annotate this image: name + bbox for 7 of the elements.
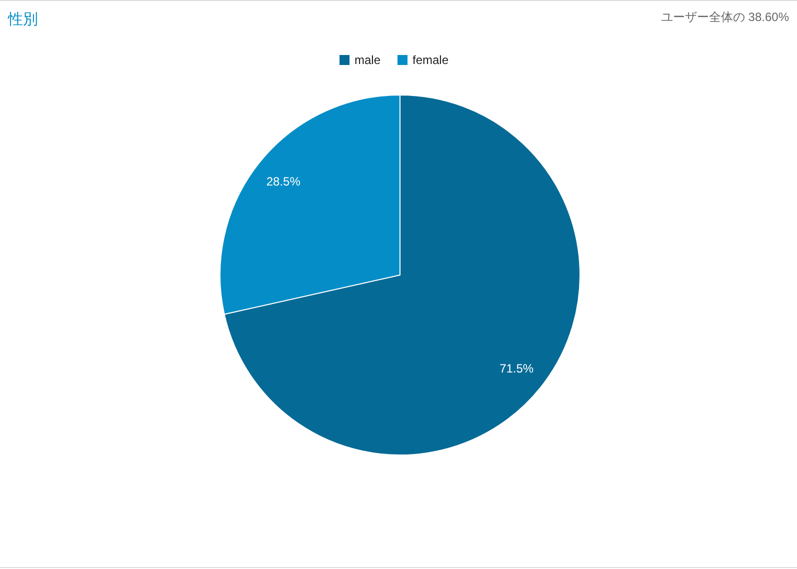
legend-label: female bbox=[412, 53, 449, 67]
text: 性別 bbox=[7, 11, 38, 28]
text: ユーザー全体の 38.60% bbox=[660, 10, 790, 24]
data-label: 71.5% bbox=[500, 361, 534, 376]
legend-label: male bbox=[354, 53, 381, 67]
data-label: 28.5% bbox=[266, 174, 301, 189]
pie-slice bbox=[224, 94, 580, 456]
